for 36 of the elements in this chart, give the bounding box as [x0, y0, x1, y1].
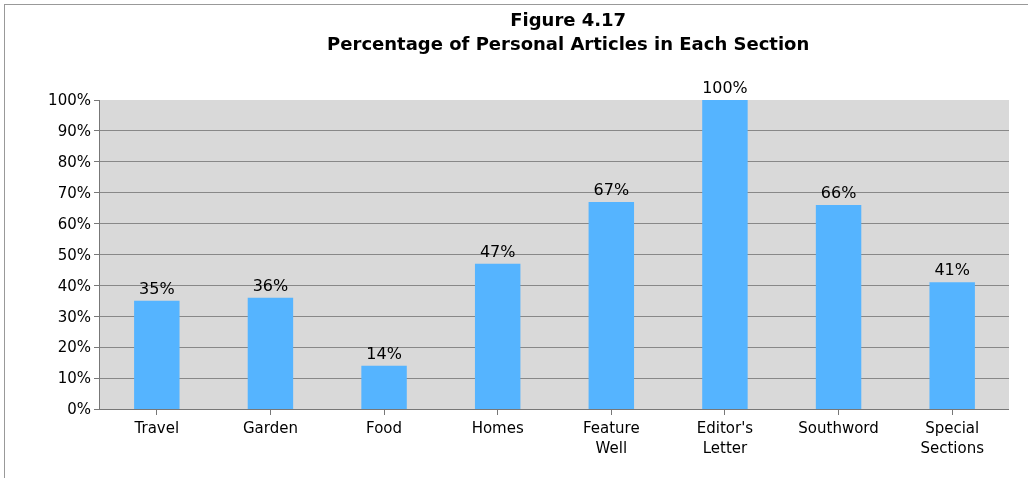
- x-tick-label: Southword: [798, 419, 879, 437]
- y-tick-label: 90%: [57, 122, 91, 141]
- y-tick-label: 100%: [48, 91, 91, 110]
- x-tick-label: Editor's Letter: [696, 419, 754, 457]
- bar: [588, 201, 635, 409]
- data-label: 47%: [479, 241, 516, 261]
- data-label: 100%: [702, 78, 748, 98]
- data-label: 14%: [366, 343, 402, 363]
- y-tick-label: 0%: [67, 400, 91, 419]
- bar: [247, 297, 294, 409]
- x-tick-label: Homes: [471, 419, 524, 437]
- bar: [361, 365, 407, 409]
- bar: [702, 100, 748, 409]
- bar: [815, 205, 862, 409]
- x-tick-label: Special Sections: [920, 419, 985, 457]
- y-tick-label: 30%: [57, 307, 91, 326]
- x-tick-label: Travel: [133, 419, 180, 437]
- y-tick-label: 20%: [57, 338, 91, 357]
- x-tick-label: Garden: [242, 419, 298, 437]
- data-label: 36%: [252, 275, 289, 295]
- bar: [134, 300, 180, 409]
- y-tick-label: 80%: [57, 153, 91, 172]
- data-label: 66%: [820, 183, 857, 203]
- data-label: 67%: [593, 179, 630, 199]
- y-tick-label: 70%: [57, 183, 91, 202]
- y-tick-label: 40%: [57, 276, 91, 295]
- x-tick-label: Feature Well: [582, 419, 640, 457]
- y-tick-label: 50%: [57, 245, 91, 264]
- x-tick-label: Food: [366, 419, 403, 437]
- chart-title: Figure 4.17 Percentage of Personal Articles in Each Section: [327, 9, 810, 54]
- bar: [929, 282, 975, 409]
- data-label: 41%: [934, 260, 970, 280]
- data-label: 35%: [139, 278, 175, 298]
- bar: [474, 263, 521, 409]
- y-tick-label: 60%: [57, 214, 91, 233]
- y-tick-label: 10%: [57, 369, 91, 388]
